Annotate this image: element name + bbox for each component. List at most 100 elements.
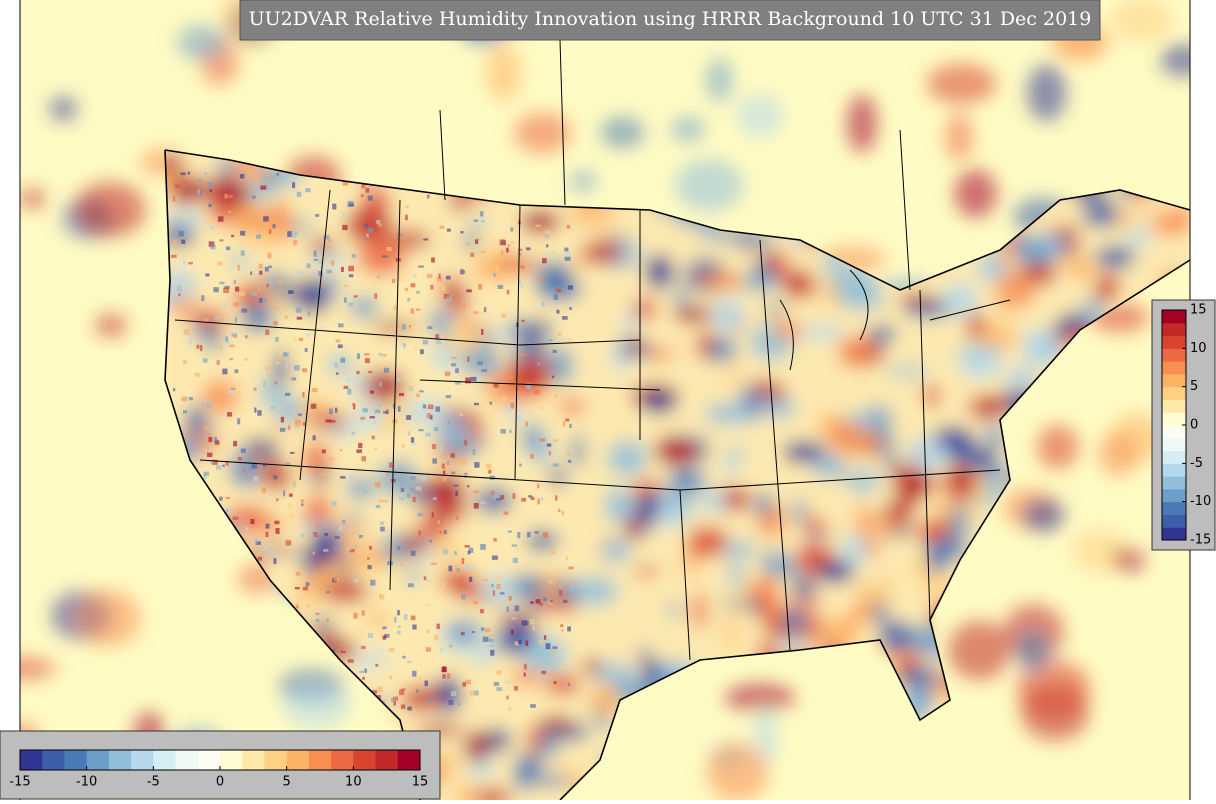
field-speck — [480, 627, 485, 632]
field-speck — [181, 239, 186, 245]
field-speck — [208, 182, 213, 189]
field-speck — [344, 297, 347, 303]
field-speck — [210, 244, 216, 250]
field-speck — [348, 274, 354, 278]
field-speck — [251, 462, 258, 469]
field-speck — [545, 230, 551, 234]
field-speck — [374, 409, 381, 414]
field-speck — [537, 483, 540, 489]
field-speck — [416, 688, 419, 693]
field-speck — [281, 405, 285, 408]
field-speck — [548, 580, 553, 584]
colorbar-swatch — [1162, 335, 1186, 349]
field-blob — [1174, 205, 1190, 235]
field-speck — [451, 691, 457, 697]
field-blob — [349, 548, 382, 577]
field-speck — [464, 439, 468, 446]
field-speck — [500, 250, 504, 256]
field-speck — [275, 527, 280, 534]
field-speck — [260, 298, 267, 302]
field-blob — [429, 307, 452, 338]
field-speck — [244, 358, 248, 361]
colorbar-swatch — [86, 750, 110, 770]
field-blob — [926, 63, 997, 104]
field-blob — [898, 294, 938, 307]
field-speck — [426, 629, 430, 634]
field-speck — [223, 287, 229, 294]
field-speck — [279, 520, 284, 527]
field-speck — [244, 537, 248, 542]
field-blob — [538, 716, 575, 732]
field-blob — [879, 620, 916, 655]
field-speck — [564, 247, 569, 252]
field-speck — [202, 358, 208, 363]
field-speck — [367, 370, 373, 374]
field-blob — [580, 242, 625, 264]
field-blob — [165, 153, 184, 173]
field-blob — [485, 44, 522, 102]
field-speck — [490, 490, 495, 496]
field-speck — [561, 510, 565, 516]
field-speck — [439, 531, 442, 534]
field-speck — [481, 328, 484, 335]
field-blob — [891, 466, 927, 496]
field-blob — [470, 217, 487, 228]
field-speck — [273, 558, 277, 565]
field-speck — [493, 383, 499, 388]
field-speck — [569, 588, 575, 592]
field-speck — [541, 497, 544, 501]
field-speck — [270, 405, 275, 410]
field-speck — [354, 505, 358, 508]
colorbar-tick-label: 5 — [1190, 379, 1198, 394]
field-speck — [216, 359, 220, 365]
field-speck — [520, 353, 527, 356]
field-speck — [328, 486, 333, 489]
field-speck — [492, 365, 498, 370]
field-blob — [525, 530, 559, 551]
field-speck — [378, 223, 383, 227]
field-speck — [404, 287, 409, 292]
field-speck — [360, 416, 366, 420]
field-speck — [442, 470, 446, 475]
field-speck — [260, 185, 267, 190]
field-speck — [188, 397, 193, 401]
field-speck — [425, 647, 431, 652]
field-speck — [204, 425, 208, 431]
field-speck — [288, 493, 293, 497]
field-speck — [476, 374, 480, 380]
field-blob — [668, 467, 705, 493]
field-speck — [203, 172, 208, 175]
field-blob — [1016, 660, 1091, 719]
field-speck — [473, 311, 479, 314]
field-speck — [311, 387, 318, 393]
field-speck — [425, 604, 430, 607]
field-speck — [568, 459, 572, 463]
field-speck — [460, 631, 465, 636]
field-speck — [177, 285, 182, 292]
field-blob — [349, 652, 391, 667]
field-speck — [373, 419, 377, 425]
field-blob — [471, 257, 509, 280]
field-speck — [374, 447, 378, 451]
field-speck — [361, 182, 366, 189]
field-speck — [386, 247, 392, 252]
field-speck — [364, 668, 367, 673]
field-speck — [506, 606, 509, 612]
field-speck — [456, 568, 460, 572]
field-blob — [572, 576, 619, 606]
field-speck — [232, 516, 239, 520]
field-speck — [391, 697, 394, 702]
field-speck — [534, 545, 537, 548]
field-blob — [583, 657, 601, 675]
field-blob — [960, 349, 998, 380]
field-speck — [237, 264, 240, 271]
field-speck — [337, 344, 343, 349]
field-speck — [300, 534, 305, 537]
field-blob — [227, 254, 251, 267]
field-blob — [469, 638, 495, 664]
field-speck — [441, 284, 446, 291]
field-blob — [456, 784, 477, 800]
field-speck — [287, 425, 291, 431]
field-speck — [427, 404, 434, 410]
field-speck — [455, 491, 458, 496]
